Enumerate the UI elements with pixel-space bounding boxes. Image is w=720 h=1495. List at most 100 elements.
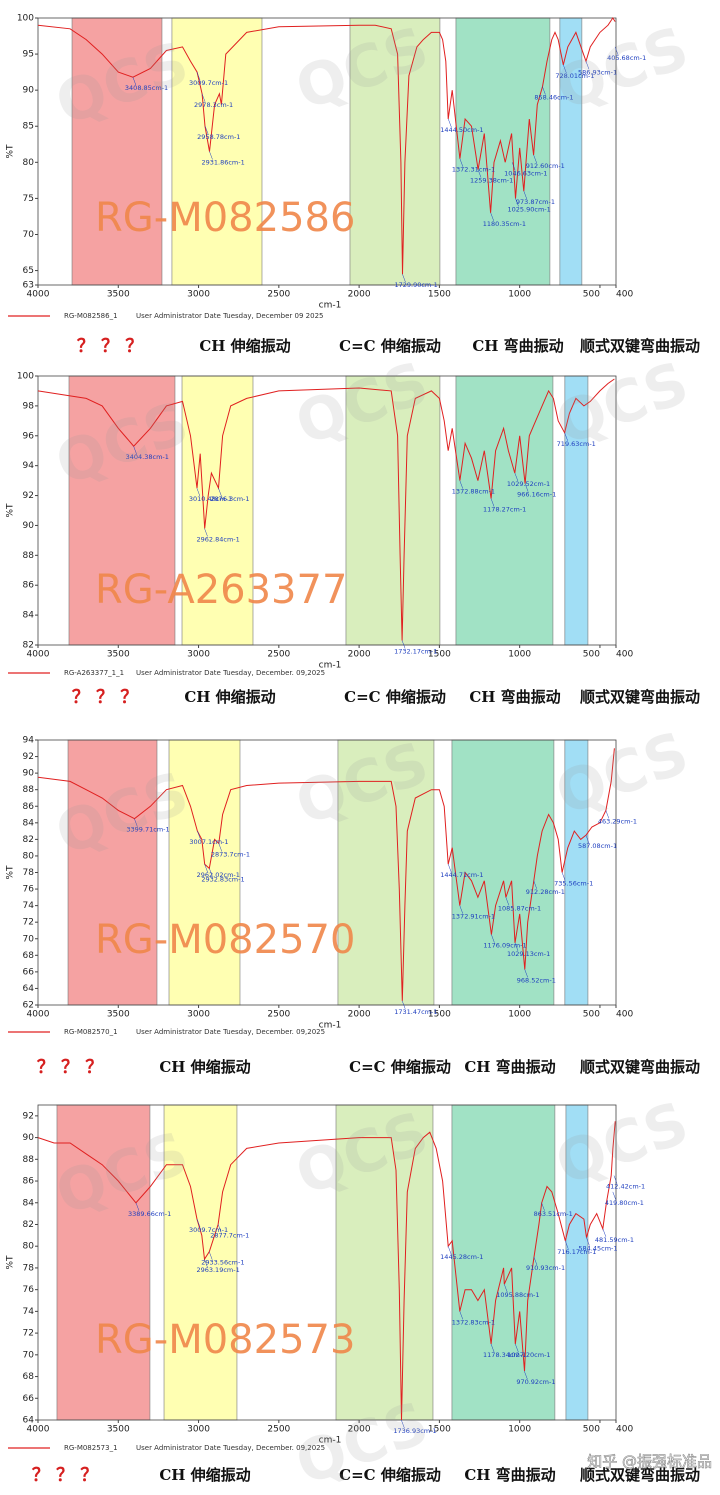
- x-tick-label: 3000: [187, 1425, 210, 1435]
- peak-label: 2876.3cm-1: [210, 495, 249, 503]
- peak-label: 584.45cm-1: [578, 1245, 617, 1253]
- legend-name: RG-A263377_1_1: [64, 669, 124, 677]
- x-tick-label: 3500: [107, 1010, 130, 1020]
- y-axis-label: %T: [6, 144, 16, 159]
- y-tick-label: 66: [23, 1394, 35, 1404]
- y-tick-label: 88: [23, 551, 35, 561]
- peak-label: 2873.7cm-1: [211, 851, 250, 859]
- peak-leader: [515, 198, 519, 207]
- band-region: [335, 1104, 434, 1421]
- peak-leader: [459, 905, 464, 914]
- peak-label: 1085.87cm-1: [498, 904, 541, 912]
- peak-label: 3389.66cm-1: [128, 1210, 171, 1218]
- y-tick-label: 72: [23, 1329, 34, 1339]
- peak-leader: [459, 480, 464, 489]
- peak-leader: [533, 880, 537, 889]
- x-tick-label: 500: [583, 1425, 600, 1435]
- y-tick-label: 100: [17, 14, 34, 24]
- peak-label: 1729.90cm-1: [394, 281, 437, 289]
- x-tick-label: 1500: [428, 650, 451, 660]
- y-tick-label: 92: [23, 491, 34, 501]
- peak-leader: [490, 1343, 495, 1353]
- x-tick-label: 400: [616, 650, 633, 660]
- peak-leader: [564, 432, 568, 441]
- x-tick-label: 2000: [348, 650, 371, 660]
- y-tick-label: 63: [23, 281, 34, 291]
- x-tick-label: 3500: [107, 1425, 130, 1435]
- sample-name: RG-M082570: [95, 917, 355, 963]
- y-tick-label: 78: [23, 1263, 35, 1273]
- y-tick-label: 64: [23, 984, 35, 994]
- plot-frame: [37, 1104, 617, 1421]
- peak-label: 405.68cm-1: [607, 54, 646, 62]
- band-label: CH 伸缩振动: [184, 688, 275, 706]
- band-label: C=C 伸缩振动: [344, 688, 446, 706]
- sample-name: RG-M082573: [95, 1317, 355, 1363]
- x-tick-label: 2500: [267, 650, 290, 660]
- peak-label: 2963.19cm-1: [196, 1266, 239, 1274]
- x-tick-label: 2000: [348, 1425, 371, 1435]
- y-tick-label: 86: [23, 1177, 35, 1187]
- sample-name: RG-M082586: [95, 195, 355, 241]
- peak-leader: [533, 155, 537, 164]
- peak-label: 1444.50cm-1: [440, 126, 483, 134]
- spectrum-line: [37, 378, 615, 641]
- peak-label: 1372.83cm-1: [452, 1318, 495, 1326]
- y-axis-label: %T: [6, 503, 16, 518]
- band-label: ？ ？ ？: [32, 1465, 99, 1486]
- peak-label: 1025.90cm-1: [508, 205, 551, 213]
- band-label: ？ ？ ？: [72, 687, 139, 708]
- band-region: [168, 739, 241, 1006]
- x-tick-label: 2500: [267, 1010, 290, 1020]
- band-label: C=C 伸缩振动: [339, 337, 441, 355]
- spectrum-chart: ？ ？ ？ CH 伸缩振动 C=C 伸缩振动 CH 弯曲振动 顺式双键弯曲振动 64 66 6…: [6, 1104, 700, 1486]
- x-tick-label: 400: [616, 1010, 633, 1020]
- band-label: CH 弯曲振动: [464, 1058, 555, 1076]
- x-tick-label: 3000: [187, 290, 210, 300]
- y-tick-label: 82: [23, 641, 34, 651]
- peak-label: 2932.83cm-1: [201, 875, 244, 883]
- y-tick-label: 66: [23, 967, 35, 977]
- peak-label: 3010.48cm-1: [189, 495, 232, 503]
- peak-leader: [196, 72, 201, 81]
- band-label: 顺式双键弯曲振动: [580, 1466, 700, 1484]
- band-label: 顺式双键弯曲振动: [580, 1058, 700, 1076]
- peak-leader: [459, 158, 464, 167]
- peak-leader: [204, 126, 209, 135]
- peak-leader: [134, 818, 138, 827]
- peak-leader: [524, 969, 528, 978]
- peak-leader: [586, 1237, 590, 1246]
- band-region: [56, 1104, 151, 1421]
- peak-label: 863.51cm-1: [534, 1210, 573, 1218]
- y-tick-label: 94: [23, 736, 35, 746]
- x-tick-label: 500: [583, 650, 600, 660]
- peak-leader: [505, 897, 510, 906]
- peak-leader: [613, 1175, 618, 1184]
- peak-label: 3404.38cm-1: [126, 453, 169, 461]
- peak-label: 1178.34cm-1: [483, 1351, 526, 1359]
- x-tick-label: 4000: [27, 650, 50, 660]
- y-tick-label: 76: [23, 885, 35, 895]
- peak-leader: [605, 810, 610, 819]
- peak-leader: [511, 162, 516, 171]
- peak-label: 716.17cm-1: [557, 1248, 596, 1256]
- x-tick-label: 1500: [428, 1010, 451, 1020]
- y-tick-label: 84: [23, 1198, 35, 1208]
- band-label: CH 弯曲振动: [464, 1466, 555, 1484]
- y-tick-label: 88: [23, 785, 35, 795]
- y-tick-label: 78: [23, 868, 35, 878]
- y-tick-label: 70: [23, 934, 35, 944]
- peak-label: 587.08cm-1: [578, 842, 617, 850]
- x-tick-label: 500: [583, 1010, 600, 1020]
- band-label: 顺式双键弯曲振动: [580, 688, 700, 706]
- peak-label: 2931.86cm-1: [201, 159, 244, 167]
- x-tick-label: 3500: [107, 290, 130, 300]
- x-axis-label: cm-1: [319, 661, 342, 671]
- y-tick-label: 95: [23, 50, 34, 60]
- x-tick-label: 3500: [107, 650, 130, 660]
- y-tick-label: 68: [23, 1372, 35, 1382]
- plot-frame: [37, 17, 617, 286]
- peak-leader: [197, 831, 201, 840]
- x-tick-label: 3000: [187, 1010, 210, 1020]
